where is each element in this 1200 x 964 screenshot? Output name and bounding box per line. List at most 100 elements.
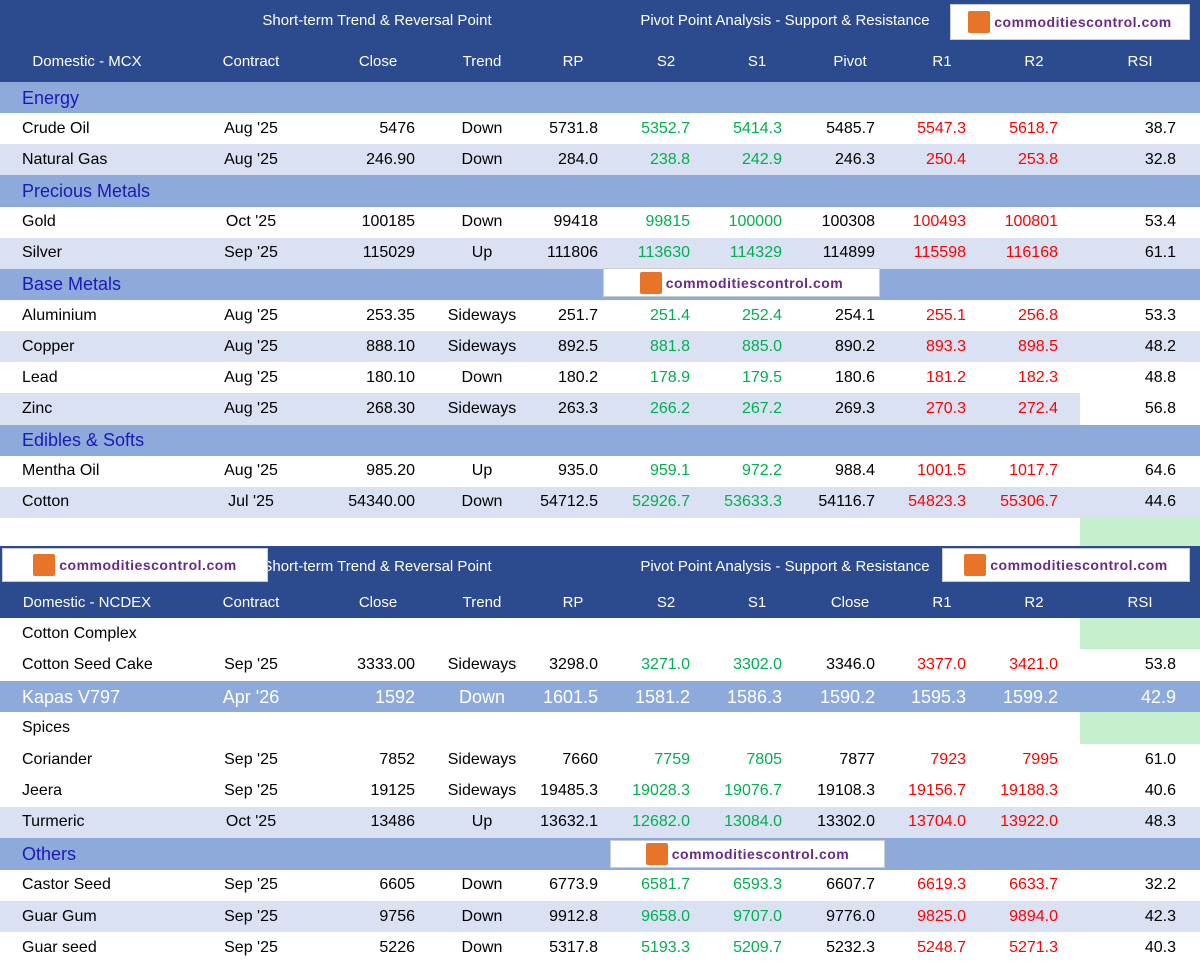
cell: 242.9 <box>741 150 782 168</box>
cell: Cotton Seed Cake <box>22 656 153 674</box>
cell: 1601.5 <box>542 686 598 707</box>
section-title: Spices <box>22 719 71 737</box>
cell: 263.3 <box>557 399 598 417</box>
cell: Down <box>461 119 503 137</box>
logo: commoditiescontrol.com <box>950 4 1190 40</box>
cell: 53633.3 <box>724 493 782 511</box>
cell: 99418 <box>553 213 599 231</box>
cell: Lead <box>22 368 58 386</box>
column-header: R2 <box>1024 53 1044 70</box>
cell: Coriander <box>22 750 93 768</box>
cell: 9658.0 <box>641 907 690 925</box>
cell: 13704.0 <box>908 813 966 831</box>
cell: 115598 <box>913 244 966 262</box>
cell: Guar Gum <box>22 907 97 925</box>
cell: Natural Gas <box>22 150 108 168</box>
section-title: Cotton Complex <box>22 624 137 642</box>
cell: 270.3 <box>925 399 966 417</box>
cell: 9912.8 <box>549 907 598 925</box>
cell: 1586.3 <box>726 686 782 707</box>
cell: 893.3 <box>925 337 966 355</box>
cell: 19108.3 <box>817 781 875 799</box>
cell: 100801 <box>1004 213 1058 231</box>
cell: Jeera <box>22 781 63 799</box>
cell: 269.3 <box>834 399 875 417</box>
cell: 252.4 <box>741 306 782 324</box>
cell: Up <box>471 462 493 480</box>
data-row: Cotton Jul '25 54340.00 Down 54712.5 52926.7 5… <box>0 486 1200 518</box>
cell: 881.8 <box>649 337 690 355</box>
cell: 3298.0 <box>549 656 598 674</box>
column-header: R1 <box>932 53 952 70</box>
cell: Sideways <box>447 306 517 324</box>
data-row: Crude Oil Aug '25 5476 Down 5731.8 5352.7 5414… <box>0 113 1200 144</box>
column-header: Contract <box>222 53 280 70</box>
cell: Aug '25 <box>224 150 278 168</box>
cell: 116168 <box>1005 244 1058 262</box>
cell: 251.4 <box>649 306 690 324</box>
cell: 19156.7 <box>908 781 966 799</box>
cell: 19188.3 <box>1000 781 1058 799</box>
column-header: S1 <box>747 594 767 611</box>
cell: Zinc <box>22 399 53 417</box>
cell: Aug '25 <box>224 368 278 386</box>
column-header: RP <box>562 594 584 611</box>
cell: Aug '25 <box>224 119 278 137</box>
section-row: Precious Metals <box>0 175 1200 207</box>
cell: Down <box>461 876 503 894</box>
cell: 54116.7 <box>818 493 875 511</box>
column-header: RSI <box>1127 53 1153 70</box>
cell: 9707.0 <box>733 907 782 925</box>
cell: 48.8 <box>1144 368 1176 386</box>
cell: Crude Oil <box>22 119 90 137</box>
cell: 5476 <box>379 119 415 137</box>
cell: Copper <box>22 337 75 355</box>
cell: Sideways <box>447 399 517 417</box>
cell: Aug '25 <box>224 306 278 324</box>
section-title: Edibles & Softs <box>22 430 145 451</box>
cell: 54712.5 <box>540 493 598 511</box>
cell: 7923 <box>930 750 966 768</box>
section-row: Energy <box>0 82 1200 114</box>
column-header: Domestic - MCX <box>32 53 142 70</box>
cell: 5414.3 <box>733 119 782 137</box>
cell: Sep '25 <box>224 876 278 894</box>
cell: 888.10 <box>366 337 415 355</box>
cell: 100493 <box>912 213 966 231</box>
column-header: R2 <box>1024 594 1044 611</box>
cell: Up <box>471 813 493 831</box>
cell: 32.2 <box>1144 876 1176 894</box>
cell: 44.6 <box>1144 493 1176 511</box>
cell: 53.4 <box>1144 213 1176 231</box>
cell: 6593.3 <box>733 876 782 894</box>
cell: 1592 <box>374 686 415 707</box>
cell: 890.2 <box>834 337 875 355</box>
cell: Mentha Oil <box>22 462 100 480</box>
cell: 3377.0 <box>917 656 966 674</box>
column-header: RP <box>562 53 584 70</box>
cell: 13302.0 <box>817 813 875 831</box>
cell: 3346.0 <box>826 656 875 674</box>
cell: 181.2 <box>925 368 966 386</box>
cell: Aug '25 <box>224 337 278 355</box>
cell: 61.0 <box>1144 750 1176 768</box>
cell: 5209.7 <box>733 939 782 957</box>
cell: Down <box>461 213 503 231</box>
cell: 114899 <box>822 244 875 262</box>
column-header: RSI <box>1127 594 1153 611</box>
cell: 99815 <box>645 213 691 231</box>
cell: 5547.3 <box>917 119 966 137</box>
cell: Down <box>461 150 503 168</box>
column-header: R1 <box>932 594 952 611</box>
cell: Aug '25 <box>224 462 278 480</box>
logo: commoditiescontrol.com <box>603 268 880 297</box>
data-row: Turmeric Oct '25 13486 Up 13632.1 12682.0 1308… <box>0 806 1200 839</box>
section-row: Cotton Complex <box>0 618 1200 649</box>
column-header: Close <box>830 594 870 611</box>
rsi-cell <box>1080 393 1200 425</box>
column-header: S1 <box>747 53 767 70</box>
group-title: Pivot Point Analysis - Support & Resista… <box>640 12 930 29</box>
cell: 180.6 <box>834 368 875 386</box>
cell: 959.1 <box>649 462 690 480</box>
